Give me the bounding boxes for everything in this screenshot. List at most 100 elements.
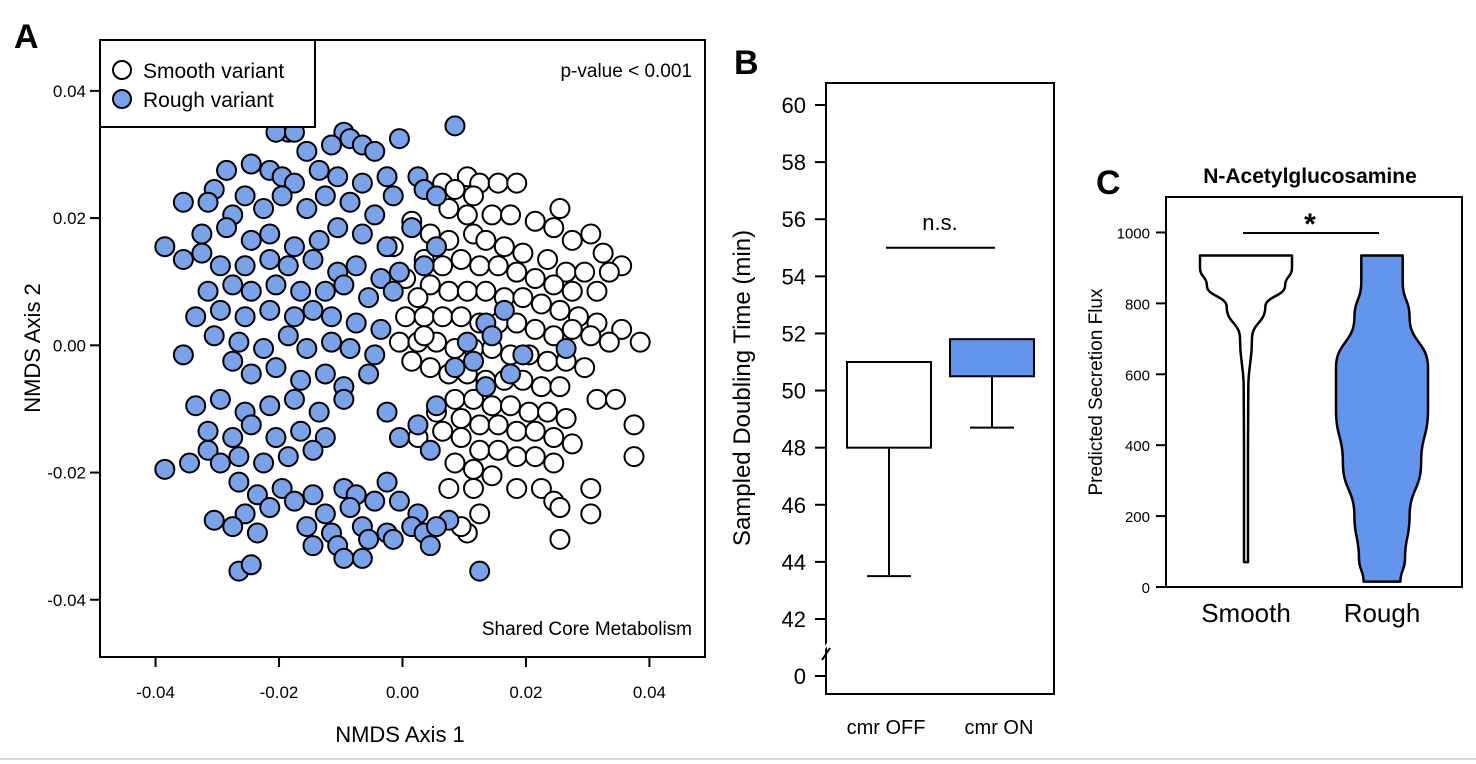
point-smooth [623, 446, 645, 468]
point-rough [314, 185, 336, 207]
y-tick-label: 56 [782, 207, 806, 232]
point-smooth [549, 497, 571, 519]
panel-a-scatter: -0.04 -0.02 0.00 0.02 0.04 0.04 0.02 0.00 -0.02… [20, 39, 706, 747]
legend-box [99, 39, 316, 128]
x-tick-label-smooth: Smooth [1201, 598, 1291, 628]
point-rough [197, 191, 219, 213]
point-smooth [580, 477, 602, 499]
point-smooth [506, 261, 528, 283]
point-rough [283, 306, 305, 328]
core-metabolism-annotation: Shared Core Metabolism [482, 619, 692, 640]
point-rough [376, 236, 398, 258]
point-smooth [592, 242, 614, 264]
point-smooth [456, 280, 478, 302]
point-smooth [438, 198, 460, 220]
point-smooth [407, 287, 429, 309]
y-tick-label: 58 [782, 150, 806, 175]
point-rough [216, 217, 238, 239]
point-rough [413, 255, 435, 277]
point-rough [172, 191, 194, 213]
significance-bracket: n.s. [886, 210, 995, 249]
point-rough [376, 166, 398, 188]
point-smooth [401, 350, 423, 372]
point-rough [197, 280, 219, 302]
point-smooth [500, 204, 522, 226]
y-tick-label: 54 [782, 264, 806, 289]
point-smooth [506, 172, 528, 194]
y-tick-label: -0.02 [47, 464, 86, 483]
violin-smooth [1198, 254, 1294, 564]
y-axis-ticks: 0 200 400 600 800 1000 [1117, 225, 1166, 597]
significance-label: n.s. [922, 210, 957, 235]
point-smooth [512, 287, 534, 309]
point-rough [327, 217, 349, 239]
y-axis-ticks: 0 42 44 46 48 50 52 54 56 58 60 [782, 93, 827, 689]
point-rough [345, 312, 367, 334]
point-rough [209, 299, 231, 321]
x-tick-label-rough: Rough [1344, 598, 1421, 628]
point-smooth [549, 528, 571, 550]
point-rough [154, 236, 176, 258]
point-smooth [506, 312, 528, 334]
point-smooth [611, 318, 633, 340]
point-smooth [462, 185, 484, 207]
point-smooth [419, 274, 441, 296]
point-rough [302, 439, 324, 461]
point-rough [185, 395, 207, 417]
point-rough [197, 420, 219, 442]
point-smooth [598, 261, 620, 283]
point-smooth [574, 261, 596, 283]
y-axis-ticks: 0.04 0.02 0.00 -0.02 -0.04 [47, 82, 100, 610]
point-smooth [512, 242, 534, 264]
point-rough [209, 388, 231, 410]
point-rough [358, 287, 380, 309]
y-tick-label: 52 [782, 321, 806, 346]
point-smooth [524, 268, 546, 290]
point-smooth [481, 204, 503, 226]
point-rough [203, 325, 225, 347]
point-rough [246, 484, 268, 506]
point-rough [493, 299, 515, 321]
x-axis-label: NMDS Axis 1 [335, 722, 465, 747]
point-smooth [561, 280, 583, 302]
point-rough [321, 306, 343, 328]
point-rough [290, 280, 312, 302]
point-smooth [450, 407, 472, 429]
point-smooth [413, 306, 435, 328]
point-rough [364, 490, 386, 512]
y-tick-label: 48 [782, 436, 806, 461]
point-smooth [395, 306, 417, 328]
y-tick-label: 42 [782, 607, 806, 632]
point-rough [333, 547, 355, 569]
point-rough [351, 172, 373, 194]
point-rough [228, 331, 250, 353]
point-rough [345, 255, 367, 277]
point-rough [425, 236, 447, 258]
y-tick-label: 0.02 [53, 209, 86, 228]
point-smooth [623, 414, 645, 436]
legend: Smooth variant Rough variant [99, 39, 316, 128]
point-smooth [450, 306, 472, 328]
box-cmr-off [846, 361, 932, 449]
p-value-annotation: p-value < 0.001 [560, 61, 692, 82]
point-smooth [487, 172, 509, 194]
x-tick-label: -0.04 [136, 683, 175, 702]
point-rough [425, 516, 447, 538]
axis-break-mark [821, 639, 831, 661]
point-smooth [444, 388, 466, 410]
y-tick-label: 0.04 [53, 82, 86, 101]
point-smooth [469, 503, 491, 525]
point-rough [364, 204, 386, 226]
point-rough [401, 217, 423, 239]
point-smooth [500, 395, 522, 417]
point-smooth [561, 229, 583, 251]
chart-title: N-Acetylglucosamine [1203, 165, 1417, 188]
point-rough [555, 338, 577, 359]
legend-label-smooth: Smooth variant [143, 60, 284, 83]
point-rough [308, 401, 330, 423]
bottom-divider [0, 758, 1476, 760]
point-smooth [469, 439, 491, 461]
point-smooth [432, 255, 454, 277]
point-rough [240, 363, 262, 385]
point-smooth [530, 376, 552, 398]
